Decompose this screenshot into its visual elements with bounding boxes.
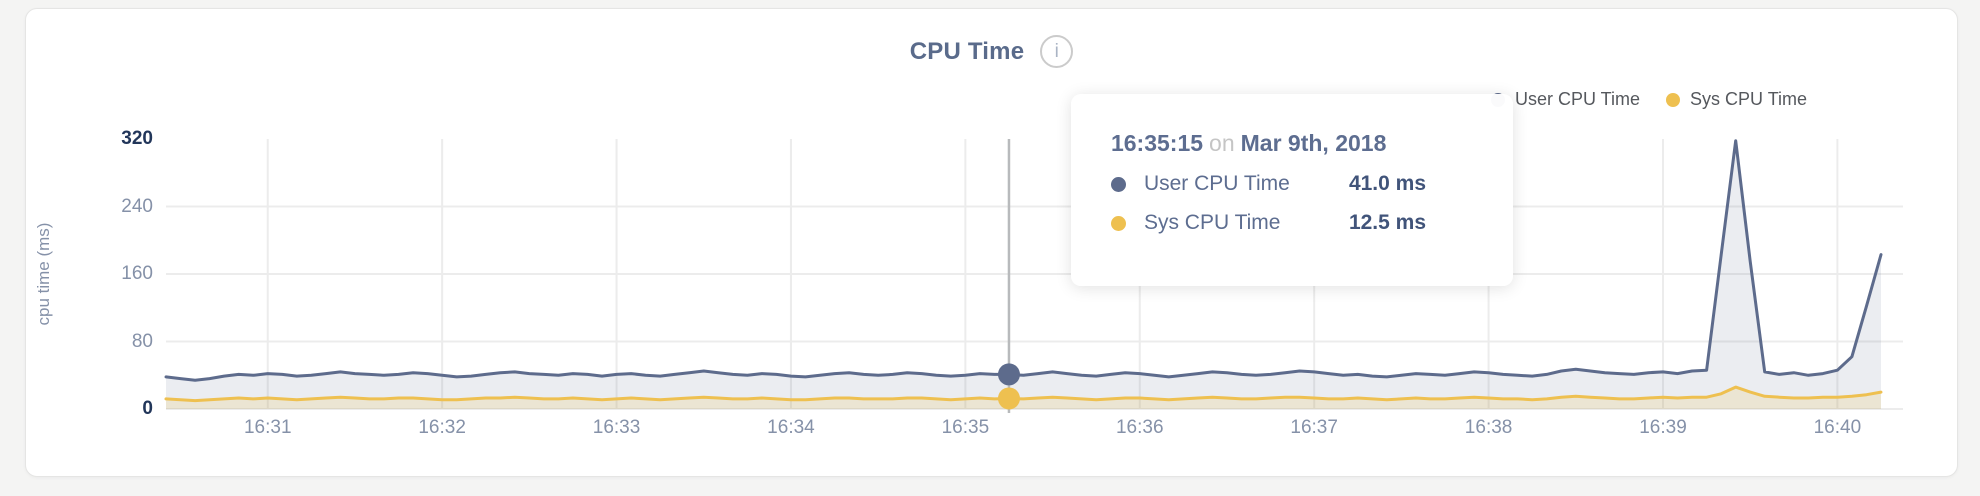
tooltip-preposition: on	[1209, 130, 1235, 156]
chart-legend: User CPU Time Sys CPU Time	[1491, 89, 1807, 110]
tooltip-series-label: Sys CPU Time	[1143, 211, 1281, 234]
info-icon[interactable]: i	[1040, 35, 1074, 68]
sys-cpu-area-fill	[166, 387, 1881, 409]
chart-card: CPU Time i User CPU Time Sys CPU Time cp…	[25, 8, 1958, 477]
user-cpu-area-fill	[166, 140, 1881, 409]
chart-title: CPU Time	[909, 37, 1025, 65]
sys-cpu-line	[164, 385, 1883, 403]
tooltip-row-sys-cpu: Sys CPU Time 12.5 ms	[1110, 211, 1477, 235]
tooltip-date: Mar 9th, 2018	[1240, 130, 1387, 156]
tooltip-series-value: 41.0 ms	[1348, 172, 1427, 195]
user-cpu-dot-icon	[1110, 176, 1126, 192]
sys-cpu-highlight-dot	[997, 387, 1020, 410]
sys-cpu-legend-dot-icon	[1666, 92, 1681, 107]
tooltip-header: 16:35:15 on Mar 9th, 2018	[1111, 130, 1477, 157]
legend-item-user-cpu-time[interactable]: User CPU Time	[1491, 89, 1640, 110]
chart-tooltip: 16:35:15 on Mar 9th, 2018 User CPU Time 41…	[1070, 94, 1513, 286]
tooltip-series-label: User CPU Time	[1143, 172, 1290, 195]
tooltip-time: 16:35:15	[1110, 130, 1204, 156]
user-cpu-line	[164, 139, 1883, 382]
legend-label: User CPU Time	[1515, 89, 1641, 109]
tooltip-series-value: 12.5 ms	[1348, 211, 1427, 234]
sys-cpu-dot-icon	[1110, 215, 1126, 231]
legend-label: Sys CPU Time	[1690, 89, 1808, 109]
cpu-time-chart-plot-area[interactable]	[26, 9, 1959, 478]
chart-header: CPU Time i	[26, 35, 1957, 68]
user-cpu-highlight-dot	[997, 363, 1020, 386]
legend-item-sys-cpu-time[interactable]: Sys CPU Time	[1666, 89, 1807, 110]
tooltip-row-user-cpu: User CPU Time 41.0 ms	[1110, 172, 1477, 196]
